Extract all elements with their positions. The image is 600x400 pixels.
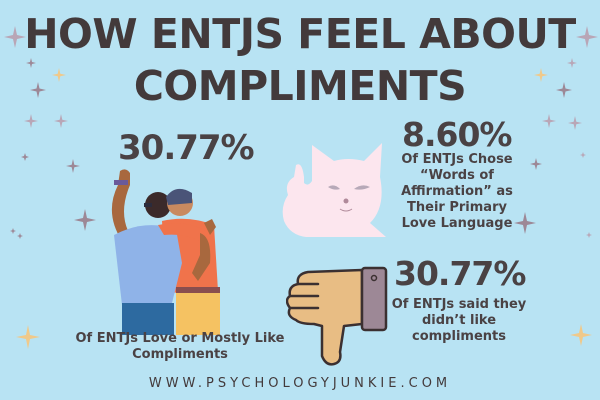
label-line: Affirmation” as	[401, 184, 513, 199]
stat-love-compliments-value: 30.77%	[118, 128, 255, 168]
sparkle-icon	[54, 114, 68, 128]
sparkle-icon	[514, 212, 536, 234]
stat-love-compliments-label: Of ENTJs Love or Mostly Like Compliments	[70, 331, 290, 363]
sparkle-icon	[567, 58, 577, 68]
label-line: Their Primary	[407, 200, 507, 215]
sparkle-icon	[66, 159, 80, 173]
thumbs-down-icon	[286, 266, 388, 366]
headline-line-1: HOW ENTJS FEEL ABOUT	[24, 10, 576, 58]
sparkle-icon	[534, 68, 548, 82]
sparkle-icon	[26, 58, 36, 68]
stat-words-affirmation-label: Of ENTJs Chose “Words of Affirmation” as…	[392, 152, 522, 232]
sparkle-icon	[580, 152, 586, 158]
sparkle-icon	[52, 68, 66, 82]
label-line: Of ENTJs Chose	[401, 152, 513, 167]
label-line: Love Language	[401, 216, 513, 231]
sparkle-icon	[542, 114, 556, 128]
two-friends-hugging-illustration	[111, 169, 220, 335]
cat-thumbs-up-illustration	[282, 143, 386, 237]
label-line: “Words of	[420, 168, 494, 183]
sparkle-icon	[570, 324, 592, 346]
sparkle-icon	[17, 233, 23, 239]
stat-dislike-compliments-label: Of ENTJs said they didn’t like complimen…	[384, 297, 534, 345]
stat-dislike-compliments-value: 30.77%	[394, 254, 526, 293]
label-line: Of ENTJs Love or Mostly Like	[75, 331, 285, 346]
sparkle-icon	[74, 209, 96, 231]
sparkle-icon	[24, 114, 38, 128]
label-line: didn’t like	[421, 313, 497, 328]
label-line: Of ENTJs said they	[391, 297, 527, 312]
sparkle-icon	[586, 232, 592, 238]
sparkle-icon	[21, 153, 29, 161]
website-url: WWW.PSYCHOLOGYJUNKIE.COM	[148, 376, 452, 391]
sparkle-icon	[30, 82, 46, 98]
label-line: Compliments	[132, 347, 228, 362]
sparkle-icon	[530, 158, 542, 170]
sparkle-icon	[576, 26, 598, 48]
sparkle-icon	[568, 116, 582, 130]
label-line: compliments	[412, 329, 506, 344]
headline-line-2: COMPLIMENTS	[133, 62, 467, 110]
sparkle-icon	[10, 228, 16, 234]
stat-words-affirmation-value: 8.60%	[402, 115, 512, 154]
sparkle-icon	[556, 82, 572, 98]
sparkle-icon	[16, 325, 40, 349]
sparkle-icon	[4, 26, 26, 48]
